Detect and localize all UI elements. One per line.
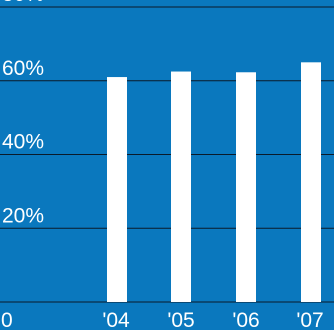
bar-3 xyxy=(301,62,321,302)
x-tick-label-1: '05 xyxy=(167,309,194,330)
zero-label: 0 xyxy=(1,309,13,330)
bar-1 xyxy=(171,71,191,302)
y-tick-label-60: 60% xyxy=(2,57,44,80)
x-tick-label-0: '04 xyxy=(102,309,130,330)
x-tick-label-2: '06 xyxy=(232,309,259,330)
y-tick-label-20: 20% xyxy=(2,204,44,227)
bar-2 xyxy=(236,72,256,302)
gridlines xyxy=(0,6,334,303)
bars xyxy=(107,62,321,302)
y-tick-label-40: 40% xyxy=(2,131,44,154)
x-axis-labels: 0 '04 '05 '06 '07 xyxy=(1,309,324,330)
y-tick-label-80: 80% xyxy=(2,0,44,6)
x-tick-label-3: '07 xyxy=(296,309,323,330)
y-axis-labels: 80% 60% 40% 20% xyxy=(2,0,44,227)
bar-0 xyxy=(107,77,127,302)
